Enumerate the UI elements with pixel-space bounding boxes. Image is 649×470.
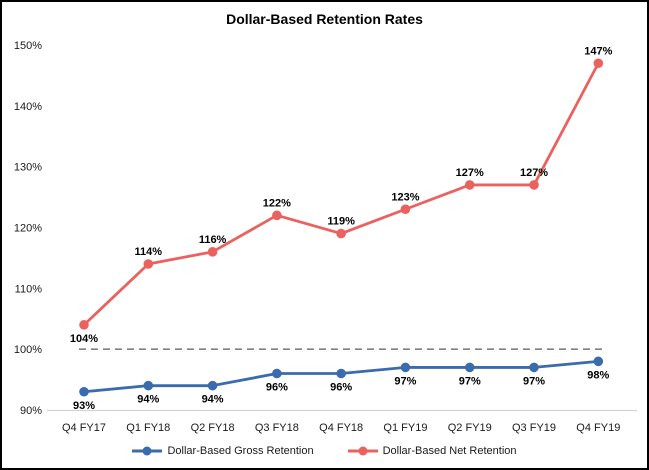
data-label-net: 127% [456, 167, 484, 179]
data-point-net [336, 228, 346, 239]
data-point-net [207, 247, 218, 257]
x-tick-label: Q1 FY19 [383, 422, 427, 434]
data-label-net: 119% [327, 216, 355, 228]
legend-label-net-retention: Dollar-Based Net Retention [382, 445, 517, 457]
y-tick-label: 140% [14, 101, 42, 113]
data-label-gross: 94% [137, 394, 159, 406]
data-label-net: 147% [584, 45, 612, 57]
y-tick-label: 120% [14, 223, 42, 235]
x-tick-label: Q3 FY18 [255, 422, 299, 434]
x-tick-label: Q2 FY18 [191, 422, 235, 434]
data-point-gross [336, 368, 346, 379]
data-label-net: 123% [391, 191, 419, 203]
data-label-net: 127% [520, 167, 548, 179]
data-point-gross [529, 362, 539, 373]
data-point-gross [272, 368, 282, 379]
chart-legend: Dollar-Based Gross Retention Dollar-Base… [2, 445, 647, 457]
y-tick-label: 130% [14, 162, 42, 174]
data-label-net: 116% [199, 234, 227, 246]
line-dot-marker-icon [132, 446, 163, 456]
data-point-net [143, 259, 154, 269]
data-label-gross: 96% [330, 382, 352, 394]
x-tick-label: Q4 FY19 [576, 422, 620, 434]
data-label-net: 114% [135, 246, 163, 258]
data-label-gross: 98% [587, 369, 609, 381]
data-point-net [529, 180, 539, 190]
legend-item-net-retention: Dollar-Based Net Retention [347, 445, 517, 457]
series-line-net [82, 61, 600, 327]
legend-item-gross-retention: Dollar-Based Gross Retention [132, 445, 314, 457]
data-label-gross: 97% [523, 375, 545, 387]
data-point-gross [207, 380, 218, 391]
data-point-net [272, 210, 282, 221]
y-tick-label: 100% [14, 344, 42, 356]
data-label-gross: 94% [202, 394, 224, 406]
data-label-gross: 96% [266, 382, 288, 394]
data-point-net [593, 58, 604, 69]
x-tick-label: Q4 FY17 [62, 422, 106, 434]
data-label-gross: 97% [459, 375, 481, 387]
data-label-net: 104% [70, 333, 98, 345]
chart-title: Dollar-Based Retention Rates [226, 11, 423, 27]
y-tick-label: 110% [15, 283, 43, 295]
data-point-net [79, 320, 89, 330]
data-point-gross [593, 356, 604, 367]
x-tick-label: Q1 FY18 [126, 422, 170, 434]
x-tick-label: Q2 FY19 [448, 422, 492, 434]
x-tick-label: Q3 FY19 [512, 422, 556, 434]
y-tick-label: 150% [14, 40, 42, 52]
data-label-gross: 97% [394, 375, 416, 387]
data-point-gross [400, 362, 411, 373]
data-point-net [400, 204, 411, 215]
data-label-net: 122% [263, 197, 291, 209]
data-label-gross: 93% [73, 400, 95, 412]
line-dot-marker-icon [347, 446, 378, 456]
data-point-gross [143, 380, 154, 391]
legend-label-gross-retention: Dollar-Based Gross Retention [167, 445, 314, 457]
data-point-gross [79, 386, 89, 397]
data-point-net [464, 180, 475, 190]
x-tick-label: Q4 FY18 [319, 422, 363, 434]
data-point-gross [464, 362, 475, 373]
y-tick-label: 90% [20, 405, 42, 417]
